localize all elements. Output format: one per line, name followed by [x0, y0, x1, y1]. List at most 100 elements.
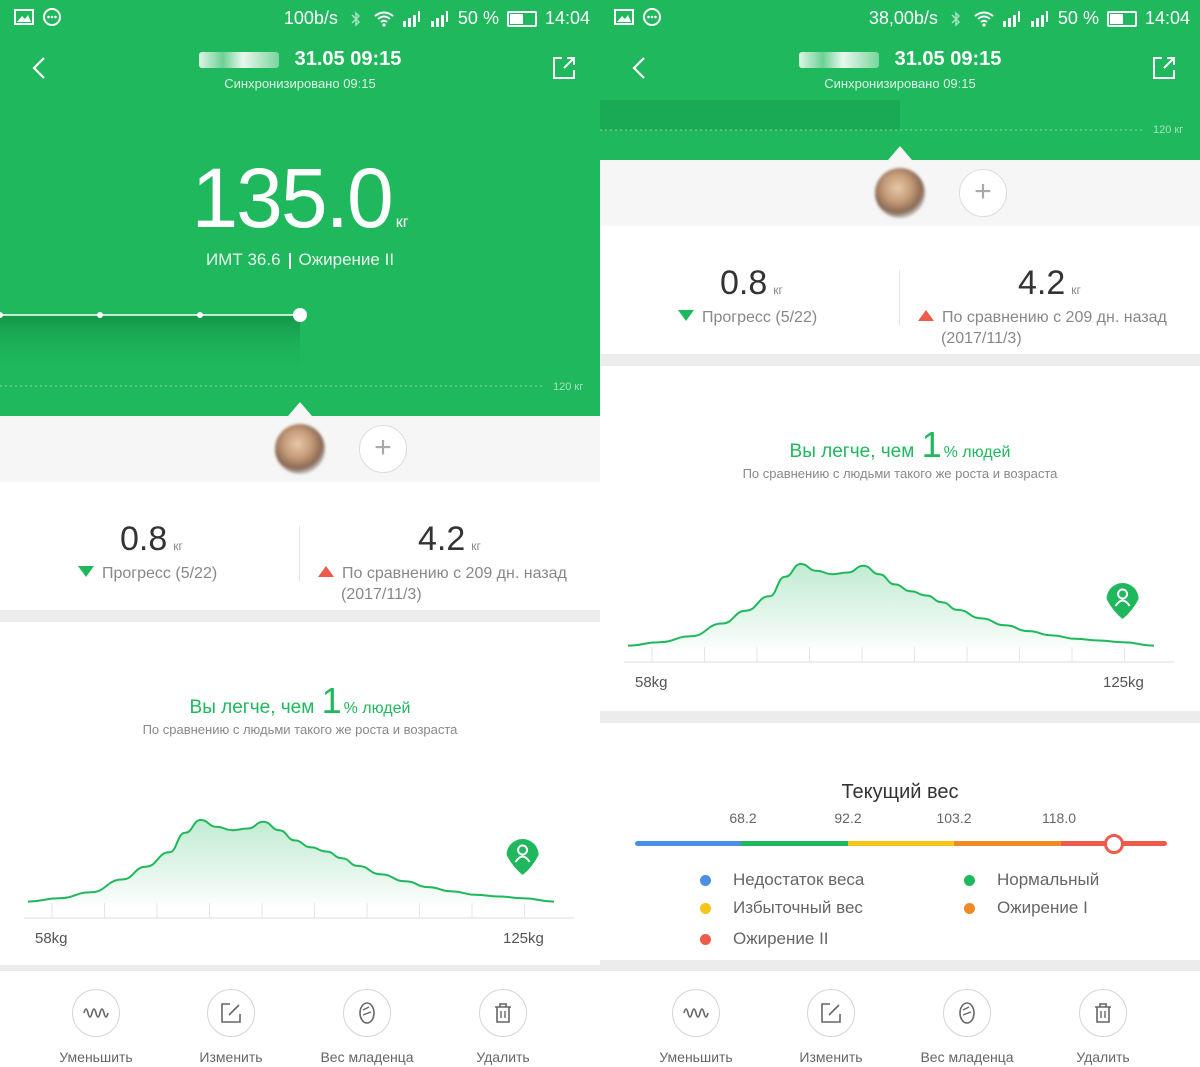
user-position-marker [506, 838, 539, 875]
wifi-icon [374, 11, 394, 27]
battery-icon [1106, 10, 1137, 27]
baby-weight-button[interactable]: Вес младенца [907, 989, 1027, 1065]
baby-weight-button[interactable]: Вес младенца [307, 989, 427, 1065]
delete-button[interactable]: Удалить [1043, 989, 1163, 1065]
trash-icon [495, 1003, 511, 1023]
bmi-line: ИМТ 36.6 Ожирение II [0, 250, 600, 270]
percent-value: 1 [921, 424, 942, 465]
scale-segment [635, 841, 742, 846]
baby-icon [959, 1002, 975, 1024]
scale-segment [847, 841, 955, 846]
battery-icon [506, 10, 537, 27]
legend-underweight: Недостаток веса [700, 870, 864, 890]
avatar[interactable] [275, 424, 325, 474]
distribution-title: Вы легче, чем 1% людей [189, 680, 411, 721]
share-icon[interactable] [550, 54, 578, 82]
trend-area-remnant [600, 100, 900, 130]
sync-status: Синхронизировано 09:15 [224, 76, 376, 91]
chat-icon [43, 8, 61, 26]
share-icon[interactable] [1150, 54, 1178, 82]
legend-dot [964, 902, 975, 914]
compare-stat: 4.2 кг По сравнению с 209 дн. назад (2017/… [918, 264, 1167, 349]
user-strip: + [600, 160, 1200, 226]
reference-line-label: 120 кг [1153, 124, 1184, 136]
signal-2-icon [1030, 10, 1048, 27]
legend-normal: Нормальный [964, 870, 1099, 890]
header-background [600, 0, 1200, 160]
progress-label: Прогресс (5/22) [102, 565, 218, 582]
gallery-icon [614, 9, 634, 25]
reference-line-label: 120 кг [553, 381, 584, 393]
back-icon[interactable] [26, 52, 54, 84]
action-bar: Уменьшить Изменить Вес младенца Удалить [0, 970, 600, 1067]
section-gap [600, 354, 1200, 366]
weight-trend-chart[interactable] [0, 290, 600, 400]
distribution-area [628, 564, 1154, 649]
bmi-category: Ожирение II [298, 250, 395, 269]
threshold-label: 103.2 [936, 810, 972, 826]
signal-2-icon [430, 10, 448, 27]
stats-panel: 0.8 кг Прогресс (5/22) 4.2 кг По сравнению… [0, 482, 600, 608]
stat-divider [299, 526, 300, 582]
legend-obesity-1: Ожирение I [964, 898, 1088, 918]
delete-button[interactable]: Удалить [443, 989, 563, 1065]
edit-button[interactable]: Изменить [171, 989, 291, 1065]
weight-unit: кг [395, 214, 409, 231]
legend-dot [700, 902, 711, 914]
axis-min-label: 58kg [35, 930, 68, 947]
left-screen: 100b/s 50 % 14:04 31.05 09:15 Синхронизи… [0, 0, 600, 1067]
legend-dot [700, 874, 711, 886]
net-speed: 100b/s [283, 8, 338, 28]
compare-label: По сравнению с 209 дн. назад [342, 565, 567, 582]
wave-icon [83, 1008, 109, 1018]
reduce-button[interactable]: Уменьшить [36, 989, 156, 1065]
compare-value: 4.2 [1018, 264, 1066, 302]
section-gap [600, 960, 1200, 970]
distribution-subtitle: По сравнению с людьми такого же роста и … [142, 722, 458, 737]
add-user-button[interactable]: + [959, 169, 1007, 217]
reduce-button[interactable]: Уменьшить [636, 989, 756, 1065]
battery-percent: 50 % [1057, 8, 1099, 28]
app-header: 31.05 09:15 Синхронизировано 09:15 [0, 36, 600, 100]
progress-stat: 0.8 кг Прогресс (5/22) [78, 520, 217, 584]
avatar[interactable] [875, 168, 925, 218]
reference-line [600, 129, 1145, 131]
legend-dot [700, 933, 711, 945]
trend-point [0, 312, 3, 318]
right-screen: 120 кг 38,00b/s 50 % 14:04 31.05 09:15 С… [600, 0, 1200, 1067]
threshold-label: 118.0 [1042, 810, 1076, 826]
legend-overweight: Избыточный вес [700, 898, 863, 918]
trend-area [0, 315, 300, 375]
up-arrow-icon [318, 566, 334, 577]
legend-dot [964, 874, 975, 886]
axis-min-label: 58kg [635, 674, 668, 691]
sync-status: Синхронизировано 09:15 [824, 76, 976, 91]
net-speed: 38,00b/s [868, 8, 938, 28]
signal-icon [1002, 10, 1020, 27]
trend-point [97, 312, 103, 318]
edit-button[interactable]: Изменить [771, 989, 891, 1065]
current-weight-display: 135.0 кг [0, 150, 600, 247]
add-user-button[interactable]: + [359, 425, 407, 473]
battery-percent: 50 % [457, 8, 499, 28]
current-weight-marker [1103, 834, 1124, 854]
signal-icon [402, 10, 420, 27]
page-title: 31.05 09:15 [600, 48, 1200, 71]
down-arrow-icon [78, 566, 94, 577]
progress-stat: 0.8 кг Прогресс (5/22) [678, 264, 817, 328]
down-arrow-icon [678, 310, 694, 321]
distribution-line [627, 562, 1155, 647]
trend-point-selected[interactable] [293, 308, 307, 322]
clock: 14:04 [1144, 8, 1190, 28]
bluetooth-icon [951, 10, 960, 27]
trend-point [197, 312, 203, 318]
stats-panel: 0.8 кг Прогресс (5/22) 4.2 кг По сравнению… [600, 226, 1200, 352]
compare-date: (2017/11/3) [341, 586, 422, 603]
axis-max-label: 125kg [503, 930, 544, 947]
clock: 14:04 [544, 8, 590, 28]
progress-label: Прогресс (5/22) [702, 309, 818, 326]
back-icon[interactable] [626, 52, 654, 84]
section-gap [0, 965, 600, 973]
user-position-marker [1106, 582, 1139, 619]
scale-segment [741, 841, 848, 846]
